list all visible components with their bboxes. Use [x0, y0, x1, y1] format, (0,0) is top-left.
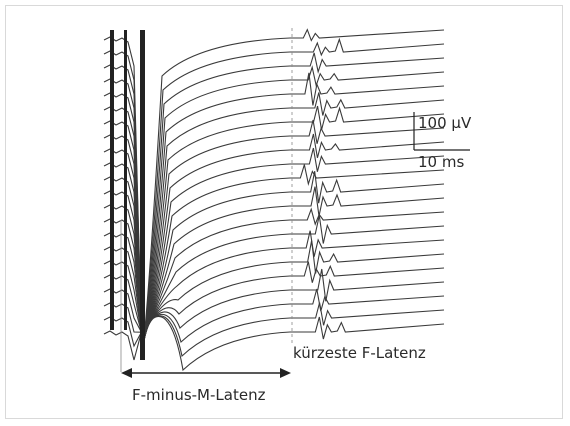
- scale-time-label: 10 ms: [418, 153, 465, 171]
- scale-bar: [413, 112, 470, 151]
- m-response-band: [140, 30, 145, 360]
- shortest-f-latency-label: kürzeste F-Latenz: [293, 344, 426, 362]
- f-minus-m-arrow: [121, 368, 291, 378]
- m-response-band: [110, 30, 114, 330]
- f-minus-m-latency-label: F-minus-M-Latenz: [132, 386, 266, 404]
- f-wave-traces: [103, 28, 445, 372]
- m-response-band: [124, 30, 127, 330]
- figure-frame: [5, 5, 563, 419]
- scale-amplitude-label: 100 µV: [418, 114, 472, 132]
